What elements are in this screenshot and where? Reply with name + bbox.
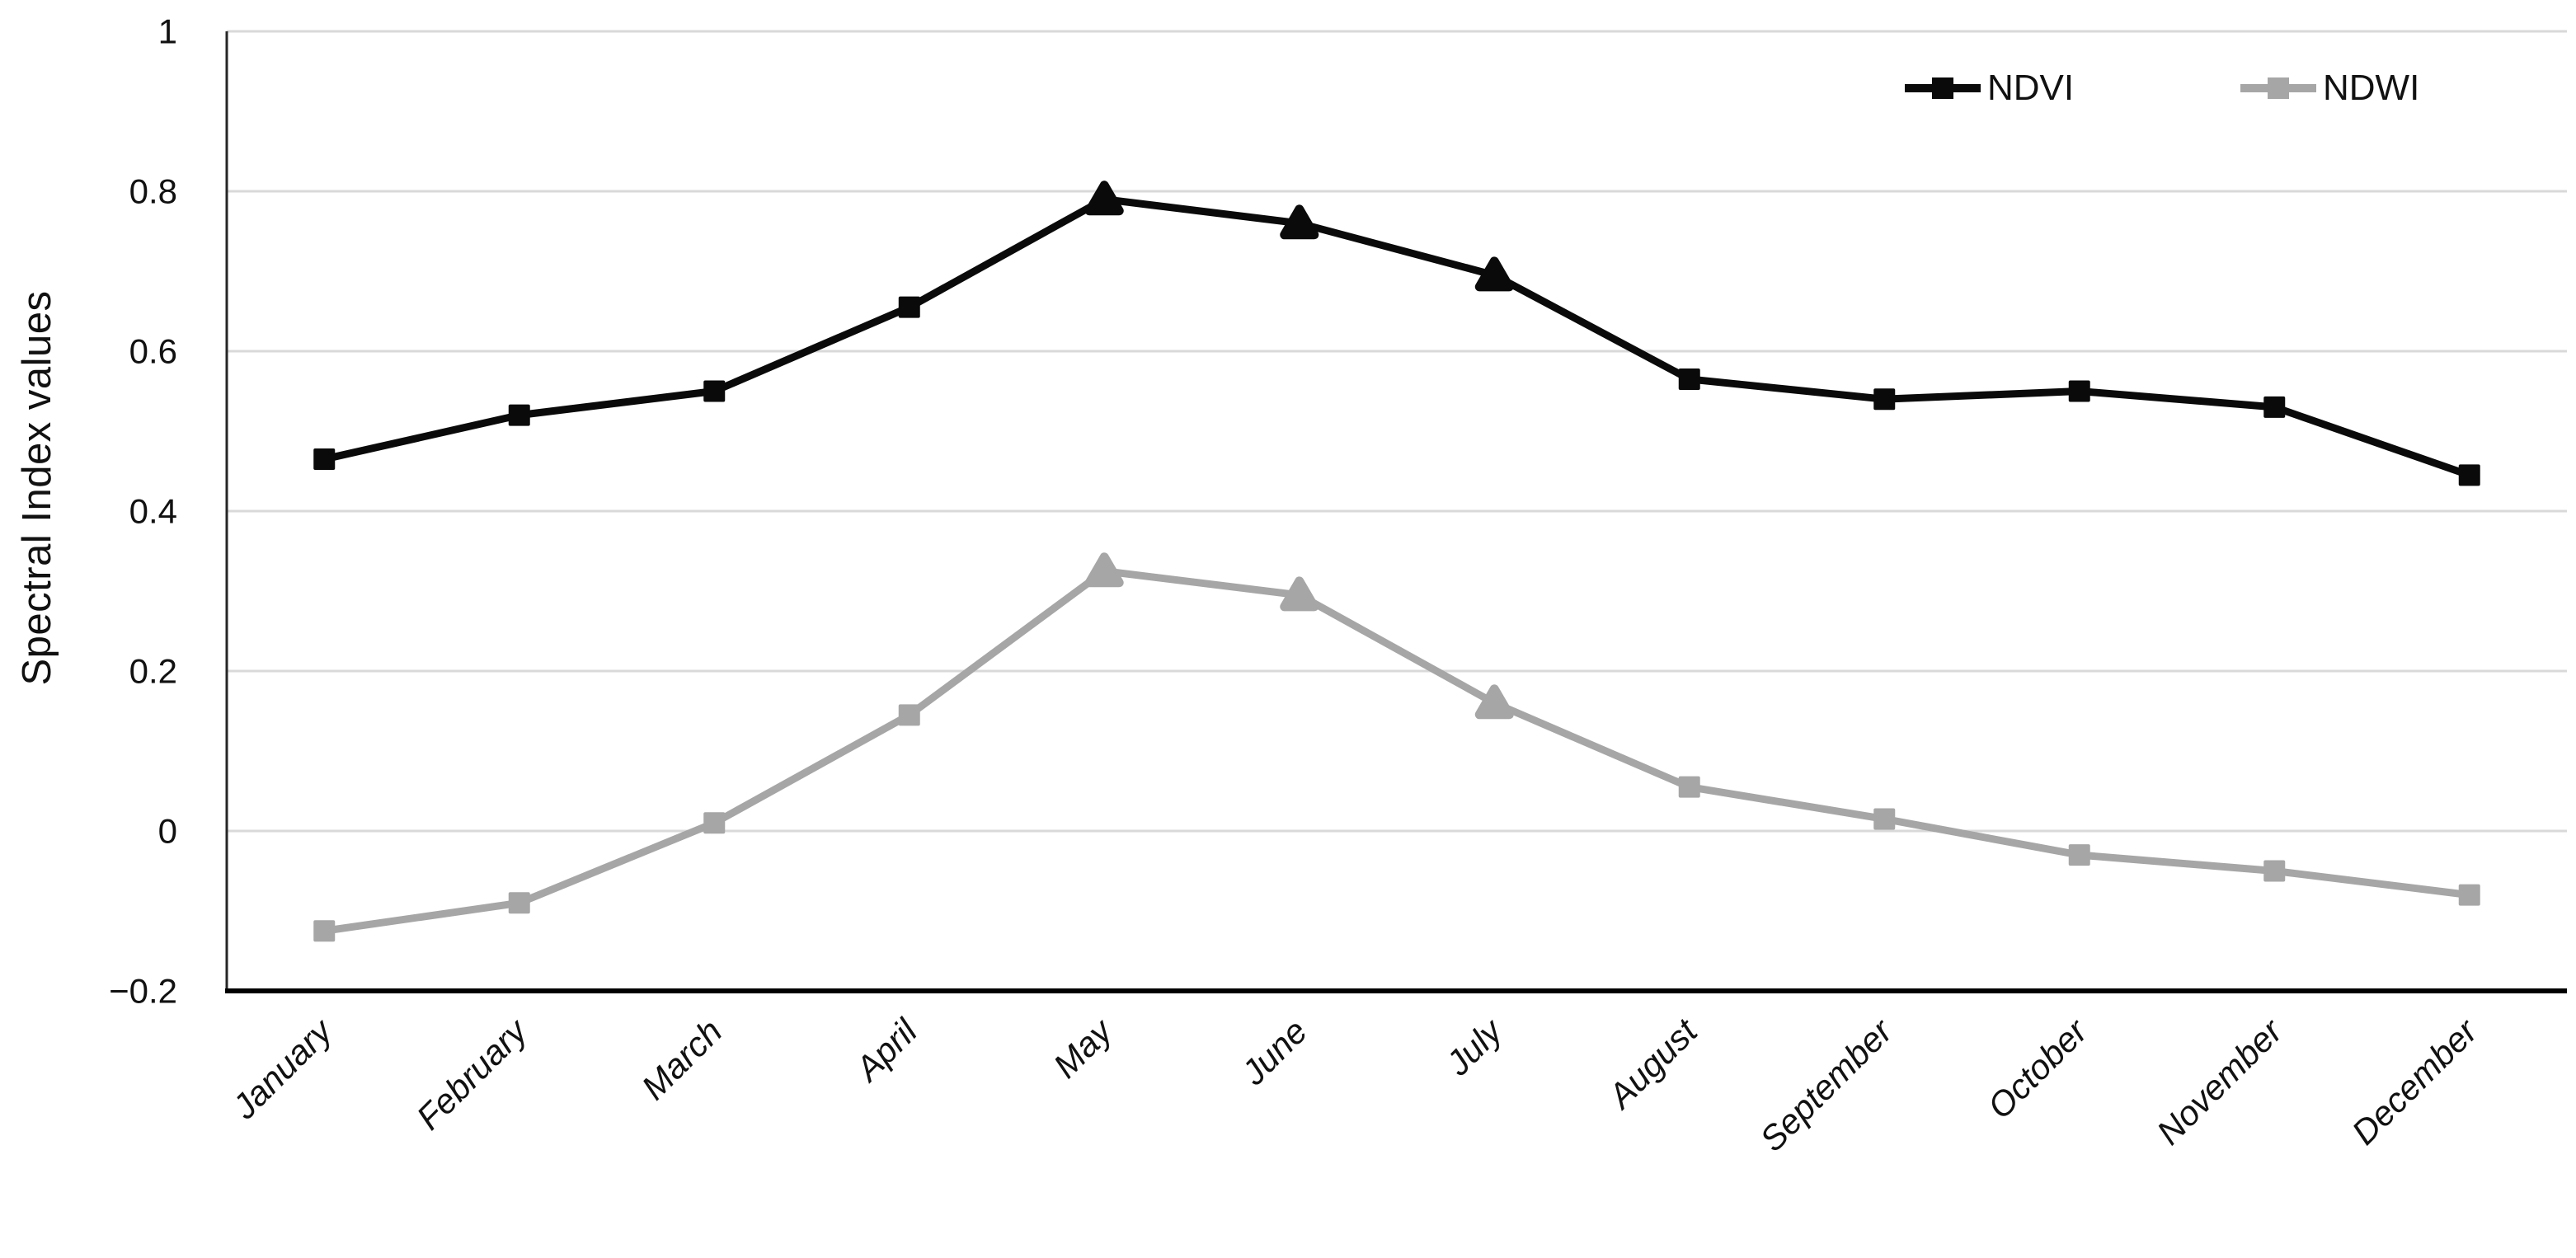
ndvi-square-marker [1678,368,1700,390]
ndwi-triangle-marker [1280,576,1319,612]
ndwi-square-marker [703,812,726,834]
ndwi-legend-swatch-icon [2240,69,2316,107]
legend-label-ndvi: NDVI [1987,68,2075,108]
y-tick-label: 0.8 [129,172,177,211]
x-tick-label: February [409,1010,536,1137]
y-tick-label: 0.2 [129,652,177,691]
ndwi-square-marker [313,920,336,942]
ndvi-square-marker [2068,380,2090,402]
x-tick-label: March [634,1012,730,1107]
ndwi-square-marker [1678,776,1700,798]
x-tick-label: December [2344,1011,2486,1152]
legend-label-ndwi: NDWI [2323,68,2420,108]
ndwi-square-marker [2263,860,2286,882]
x-tick-label: September [1752,1011,1901,1159]
ndvi-square-marker [898,296,920,318]
x-tick-label: June [1234,1012,1314,1092]
x-tick-label: August [1599,1010,1705,1116]
x-tick-label: May [1046,1010,1121,1085]
ndwi-square-marker [1873,808,1896,830]
ndwi-square-marker [898,704,920,726]
ndvi-triangle-marker [1474,256,1514,292]
x-tick-label: July [1438,1010,1511,1083]
x-tick-label: April [846,1011,925,1090]
ndwi-triangle-marker [1084,552,1124,588]
ndwi-square-marker [2068,844,2090,866]
ndvi-triangle-marker [1280,204,1319,240]
ndwi-square-marker [2458,884,2480,906]
ndvi-triangle-marker [1084,181,1124,216]
ndwi-triangle-marker [1474,684,1514,720]
ndvi-square-marker [1873,388,1896,411]
y-tick-label: 0.4 [129,492,177,531]
y-axis-title: Spectral Index values [15,290,59,686]
y-tick-label: 0 [158,812,177,851]
ndvi-square-marker [703,380,726,402]
ndvi-square-marker [2458,464,2480,486]
legend-item-ndvi: NDVI [1905,68,2075,108]
x-tick-label: January [224,1010,341,1127]
ndvi-legend-swatch-icon [1905,69,1981,107]
y-tick-label: −0.2 [109,972,177,1011]
ndvi-square-marker [508,404,530,426]
ndvi-line [320,195,2474,479]
ndvi-legend-marker-icon [1932,77,1953,99]
x-tick-label: October [1980,1011,2095,1126]
ndwi-legend-marker-icon [2268,77,2289,99]
ndwi-square-marker [508,892,530,914]
y-tick-label: 1 [158,12,177,51]
legend-item-ndwi: NDWI [2240,68,2420,108]
ndvi-square-marker [313,448,336,470]
x-tick-label: November [2149,1011,2291,1152]
ndvi-square-marker [2263,396,2286,418]
y-tick-label: 0.6 [129,332,177,371]
ndwi-line [320,567,2474,935]
